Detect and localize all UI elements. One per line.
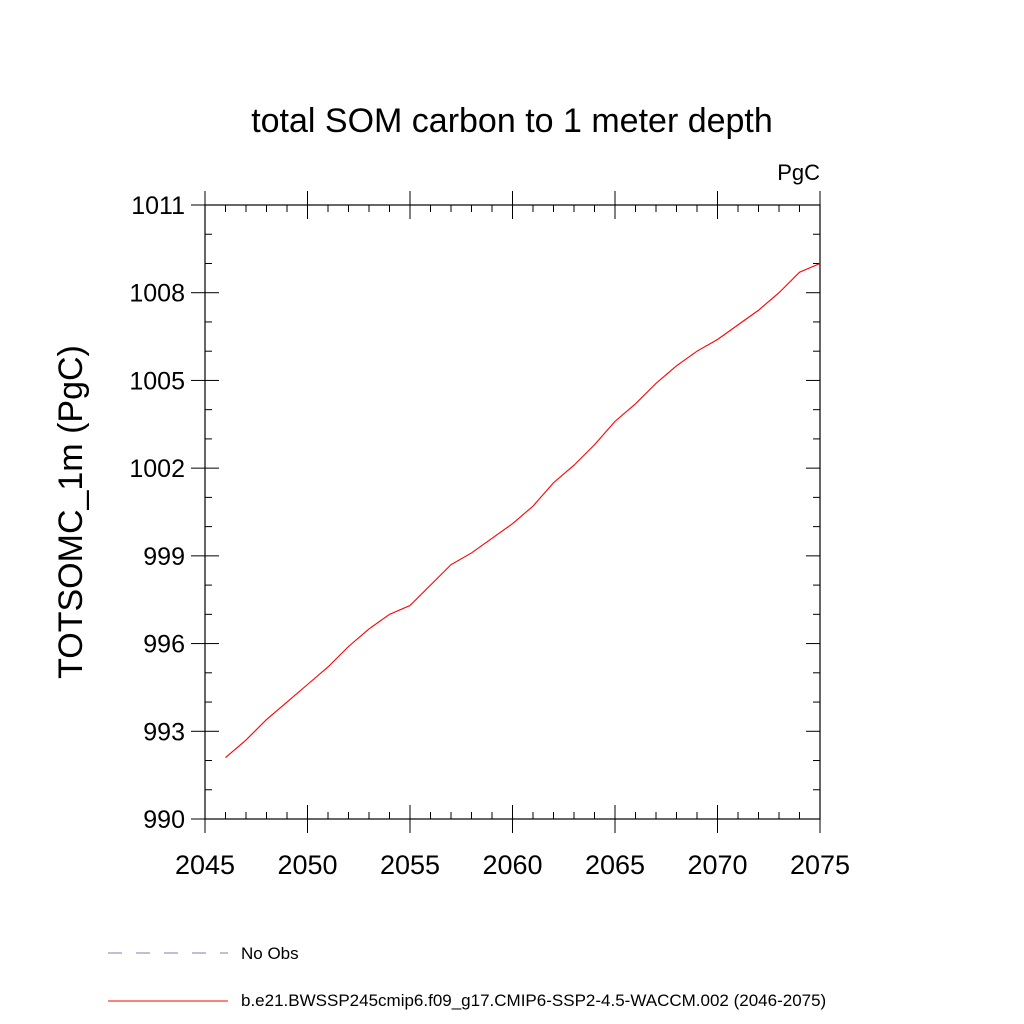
y-tick-label: 990 bbox=[143, 806, 185, 834]
data-point bbox=[471, 552, 472, 553]
data-point bbox=[676, 365, 677, 366]
data-point bbox=[266, 719, 267, 720]
data-point bbox=[778, 292, 779, 293]
x-tick-label: 2045 bbox=[175, 850, 235, 880]
x-tick-label: 2050 bbox=[277, 850, 337, 880]
y-axis-ticks: 990 993 996 999 1002 1005 1008 1011 bbox=[129, 192, 820, 834]
data-point bbox=[799, 272, 800, 273]
legend-label-model-run: b.e21.BWSSP245cmip6.f09_g17.CMIP6-SSP2-4… bbox=[241, 991, 826, 1010]
data-point bbox=[245, 739, 246, 740]
y-tick-label: 993 bbox=[143, 718, 185, 746]
data-point bbox=[307, 684, 308, 685]
data-point bbox=[327, 666, 328, 667]
units-label: PgC bbox=[777, 160, 820, 185]
data-point bbox=[225, 757, 226, 758]
data-point bbox=[512, 523, 513, 524]
data-point bbox=[348, 646, 349, 647]
data-point bbox=[430, 584, 431, 585]
data-point bbox=[532, 506, 533, 507]
data-point bbox=[717, 339, 718, 340]
x-tick-label: 2075 bbox=[790, 850, 850, 880]
data-point bbox=[409, 605, 410, 606]
data-point bbox=[491, 538, 492, 539]
data-point bbox=[450, 564, 451, 565]
data-point bbox=[573, 465, 574, 466]
plot-frame bbox=[204, 204, 821, 820]
y-tick-label: 1011 bbox=[131, 192, 185, 220]
data-point bbox=[696, 351, 697, 352]
data-point bbox=[286, 701, 287, 702]
chart-title: total SOM carbon to 1 meter depth bbox=[251, 102, 773, 140]
x-tick-label: 2060 bbox=[482, 850, 542, 880]
data-point bbox=[635, 403, 636, 404]
data-point bbox=[819, 263, 820, 264]
legend: No Obs b.e21.BWSSP245cmip6.f09_g17.CMIP6… bbox=[108, 944, 826, 1010]
series-lines bbox=[225, 262, 821, 759]
x-tick-label: 2070 bbox=[687, 850, 747, 880]
data-point bbox=[737, 324, 738, 325]
data-point bbox=[553, 482, 554, 483]
plot-border bbox=[204, 204, 821, 820]
y-tick-label: 1008 bbox=[129, 280, 185, 308]
x-tick-label: 2065 bbox=[585, 850, 645, 880]
x-tick-label: 2055 bbox=[380, 850, 440, 880]
y-tick-label: 999 bbox=[143, 543, 185, 571]
data-point bbox=[389, 614, 390, 615]
series-line-model-run bbox=[225, 262, 821, 759]
data-point bbox=[368, 628, 369, 629]
data-point bbox=[655, 383, 656, 384]
y-tick-label: 996 bbox=[143, 631, 185, 659]
data-point bbox=[594, 444, 595, 445]
x-axis-ticks: 2045 2050 2055 2060 2065 2070 2075 bbox=[175, 191, 850, 880]
y-tick-label: 1002 bbox=[129, 455, 185, 483]
y-tick-label: 1005 bbox=[129, 367, 185, 395]
y-axis-label: TOTSOMC_1m (PgC) bbox=[52, 345, 90, 679]
data-point bbox=[758, 310, 759, 311]
data-point bbox=[614, 421, 615, 422]
legend-label-no-obs: No Obs bbox=[241, 944, 299, 963]
